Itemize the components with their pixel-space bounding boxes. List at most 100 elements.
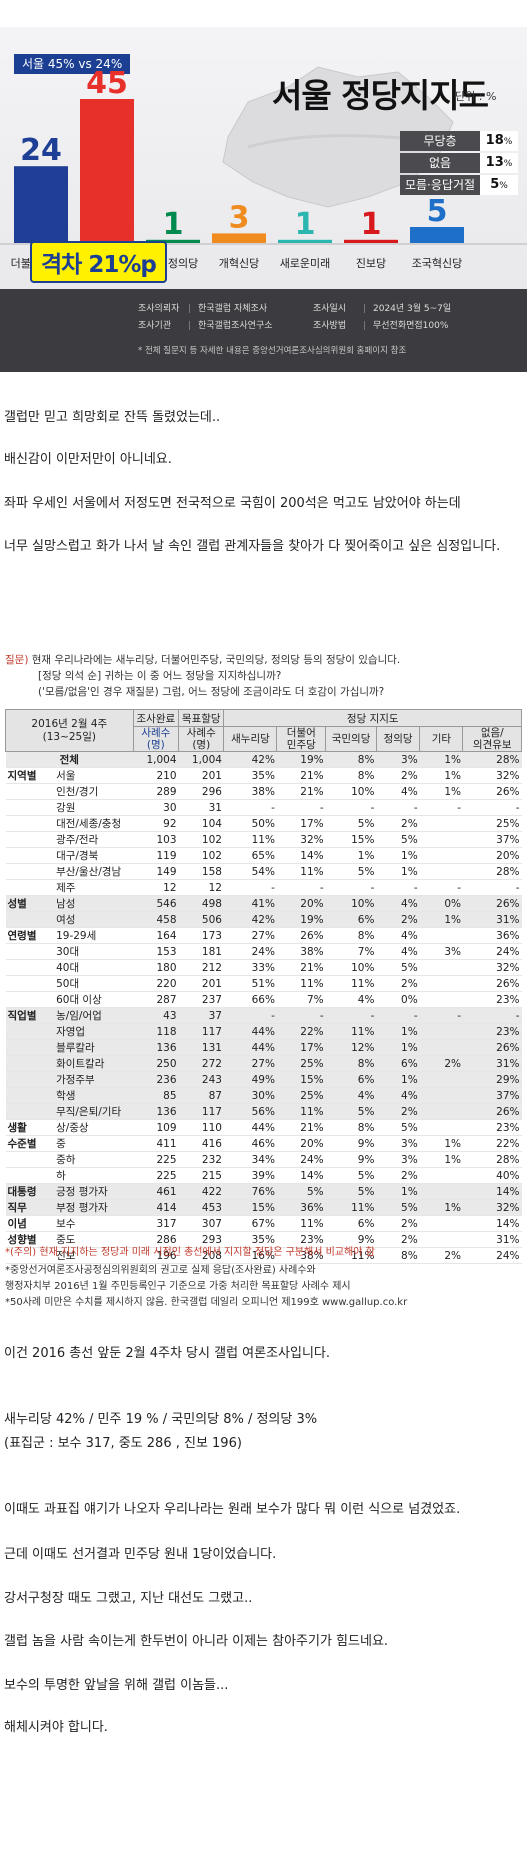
post-paragraph: 갤럽만 믿고 희망회로 잔뜩 돌렸었는데.. xyxy=(4,410,221,425)
row-target-count: 232 xyxy=(178,1151,224,1168)
row-subgroup: 학생 xyxy=(53,1087,134,1104)
row-percent: 21% xyxy=(276,767,326,784)
table-row: 학생 85 87 30% 25% 4% 4% 37% xyxy=(5,1087,522,1104)
row-percent xyxy=(419,1087,463,1104)
row-percent: 4% xyxy=(325,1087,377,1104)
row-percent: 5% xyxy=(376,1119,420,1136)
row-percent: 22% xyxy=(276,1023,326,1040)
row-category xyxy=(5,1247,54,1264)
row-subgroup: 농/임/어업 xyxy=(53,1007,134,1024)
side-label: 없음 xyxy=(400,153,480,173)
bar xyxy=(344,239,398,243)
gap-badge: 격차 21%p xyxy=(30,241,167,283)
row-percent: 15% xyxy=(223,1199,277,1216)
row-target-count: 87 xyxy=(178,1087,224,1104)
row-percent: 4% xyxy=(376,895,420,912)
row-percent: 11% xyxy=(325,975,377,992)
row-percent: 2% xyxy=(376,1215,420,1232)
row-percent: - xyxy=(223,1007,277,1024)
row-target-count: 1,004 xyxy=(178,751,224,768)
row-percent: 9% xyxy=(325,1231,377,1248)
table-row: 가정주부 236 243 49% 15% 6% 1% 29% xyxy=(5,1071,522,1088)
row-percent: 76% xyxy=(223,1183,277,1200)
table-row: 진보 196 208 16% 38% 11% 8% 2% 24% xyxy=(5,1247,522,1264)
row-sample-count: 43 xyxy=(133,1007,179,1024)
category-label: 조국혁신당 xyxy=(412,257,463,270)
row-sample-count: 92 xyxy=(133,815,179,832)
row-percent: 49% xyxy=(223,1071,277,1088)
row-percent: 11% xyxy=(276,863,326,880)
table-row: 대구/경북 119 102 65% 14% 1% 1% 20% xyxy=(5,847,522,864)
row-category xyxy=(5,879,54,896)
row-percent: 5% xyxy=(276,1183,326,1200)
row-percent: 17% xyxy=(276,1039,326,1056)
row-percent: 19% xyxy=(276,751,326,768)
table-row: 하 225 215 39% 14% 5% 2% 40% xyxy=(5,1167,522,1184)
row-subgroup: 60대 이상 xyxy=(53,991,134,1008)
row-category xyxy=(5,1151,54,1168)
row-percent: 37% xyxy=(462,831,522,848)
row-percent: 65% xyxy=(223,847,277,864)
post-paragraph: 이건 2016 총선 앞둔 2월 4주차 당시 갤럽 여론조사입니다. xyxy=(4,1346,331,1361)
bar xyxy=(146,239,200,243)
table-row: 무직/은퇴/기타 136 117 56% 11% 5% 2% 26% xyxy=(5,1103,522,1120)
table-row: 자영업 118 117 44% 22% 11% 1% 23% xyxy=(5,1023,522,1040)
row-percent: 46% xyxy=(223,1135,277,1152)
row-category xyxy=(5,1087,54,1104)
row-sample-count: 225 xyxy=(133,1167,179,1184)
row-target-count: 31 xyxy=(178,799,224,816)
row-percent: 2% xyxy=(376,767,420,784)
row-percent: 21% xyxy=(276,959,326,976)
row-percent: 33% xyxy=(223,959,277,976)
gallup-table-image: 질문) 현재 우리나라에는 새누리당, 더불어민주당, 국민의당, 정의당 등의… xyxy=(0,652,527,1312)
row-percent: 1% xyxy=(419,1199,463,1216)
row-percent: 34% xyxy=(223,1151,277,1168)
row-percent: 11% xyxy=(325,1023,377,1040)
row-percent: 11% xyxy=(325,1199,377,1216)
row-percent xyxy=(419,959,463,976)
row-category xyxy=(5,847,54,864)
row-percent: 0% xyxy=(419,895,463,912)
row-category xyxy=(5,1039,54,1056)
row-percent xyxy=(419,927,463,944)
row-percent: 20% xyxy=(276,1135,326,1152)
row-percent: 12% xyxy=(325,1039,377,1056)
row-percent: 27% xyxy=(223,1055,277,1072)
row-percent: 5% xyxy=(376,959,420,976)
row-category xyxy=(5,975,54,992)
row-category: 생활 xyxy=(5,1119,54,1136)
row-category: 이념 xyxy=(5,1215,54,1232)
row-subgroup: 인천/경기 xyxy=(53,783,134,800)
row-percent: 14% xyxy=(462,1183,522,1200)
info-key: 조사일시 xyxy=(313,304,347,314)
row-percent: - xyxy=(462,879,522,896)
row-percent: 22% xyxy=(462,1135,522,1152)
row-percent: 9% xyxy=(325,1135,377,1152)
side-value: 18% xyxy=(480,131,518,151)
row-sample-count: 164 xyxy=(133,927,179,944)
table-row: 대전/세종/충청 92 104 50% 17% 5% 2% 25% xyxy=(5,815,522,832)
row-subgroup: 보수 xyxy=(53,1215,134,1232)
row-percent: 2% xyxy=(376,1167,420,1184)
row-percent: 37% xyxy=(462,1087,522,1104)
row-percent: 4% xyxy=(376,1087,420,1104)
row-sample-count: 119 xyxy=(133,847,179,864)
row-subgroup: 진보 xyxy=(53,1247,134,1264)
row-percent xyxy=(419,1215,463,1232)
table-row: 수준별 중 411 416 46% 20% 9% 3% 1% 22% xyxy=(5,1135,522,1152)
side-table: 무당층 18% 없음 13% 모름·응답거절 5% xyxy=(400,131,518,197)
row-percent: 1% xyxy=(419,783,463,800)
row-percent: 35% xyxy=(223,1231,277,1248)
table-row: 화이트칼라 250 272 27% 25% 8% 6% 2% 31% xyxy=(5,1055,522,1072)
table-row: 대통령 긍정 평가자 461 422 76% 5% 5% 1% 14% xyxy=(5,1183,522,1200)
row-percent: 7% xyxy=(276,991,326,1008)
row-percent: 25% xyxy=(276,1055,326,1072)
row-category xyxy=(5,911,54,928)
row-target-count: 117 xyxy=(178,1103,224,1120)
bar-value-label: 1 xyxy=(361,207,382,242)
row-percent xyxy=(419,1071,463,1088)
row-percent: 26% xyxy=(462,975,522,992)
bar-value-label: 5 xyxy=(427,194,448,229)
row-percent: 15% xyxy=(325,831,377,848)
row-sample-count: 1,004 xyxy=(133,751,179,768)
